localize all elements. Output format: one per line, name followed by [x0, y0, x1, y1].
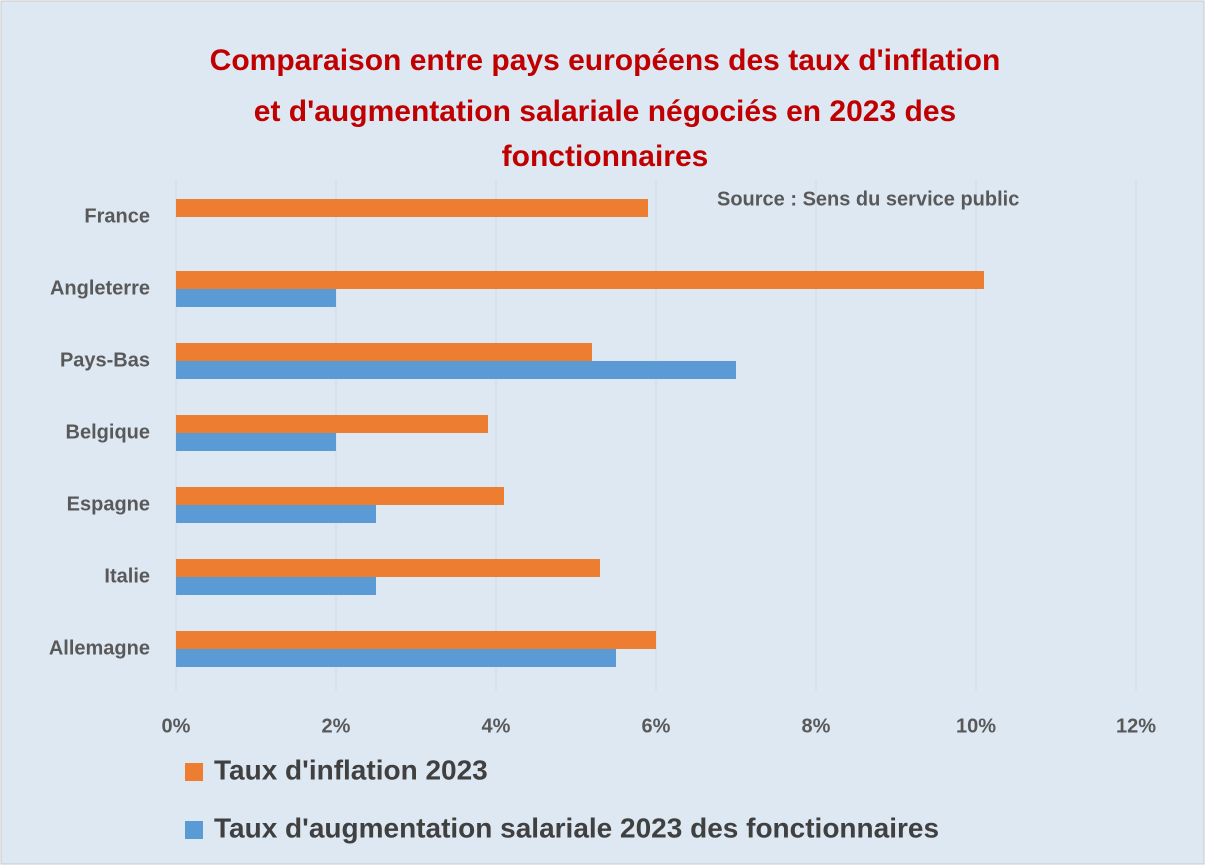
y-tick-label: Pays-Bas — [60, 349, 150, 371]
bar — [176, 577, 376, 595]
y-tick-label: Belgique — [66, 421, 150, 443]
bar — [176, 487, 504, 505]
bar — [176, 271, 984, 289]
legend-label: Taux d'augmentation salariale 2023 des f… — [214, 812, 939, 843]
chart-title: fonctionnaires — [502, 140, 709, 173]
bar — [176, 415, 488, 433]
y-tick-label: Espagne — [67, 493, 150, 515]
x-tick-label: 0% — [162, 715, 191, 737]
bar — [176, 505, 376, 523]
x-tick-label: 2% — [322, 715, 351, 737]
legend-swatch — [185, 821, 203, 839]
y-tick-label: France — [84, 205, 150, 227]
legend-label: Taux d'inflation 2023 — [214, 754, 488, 785]
bar — [176, 199, 648, 217]
y-tick-label: Angleterre — [50, 277, 150, 299]
annotation: Source : Sens du service public — [717, 188, 1019, 210]
x-tick-label: 12% — [1116, 715, 1156, 737]
bar — [176, 559, 600, 577]
chart-title: Comparaison entre pays européens des tau… — [210, 44, 1001, 77]
bar — [176, 289, 336, 307]
bar — [176, 631, 656, 649]
bar — [176, 649, 616, 667]
x-tick-label: 6% — [642, 715, 671, 737]
x-tick-label: 10% — [956, 715, 996, 737]
x-tick-label: 8% — [802, 715, 831, 737]
bar — [176, 361, 736, 379]
chart-title: et d'augmentation salariale négociés en … — [254, 95, 956, 128]
bar — [176, 343, 592, 361]
legend-swatch — [185, 763, 203, 781]
y-tick-label: Allemagne — [49, 637, 150, 659]
y-tick-label: Italie — [104, 565, 150, 587]
x-tick-label: 4% — [482, 715, 511, 737]
bar — [176, 433, 336, 451]
